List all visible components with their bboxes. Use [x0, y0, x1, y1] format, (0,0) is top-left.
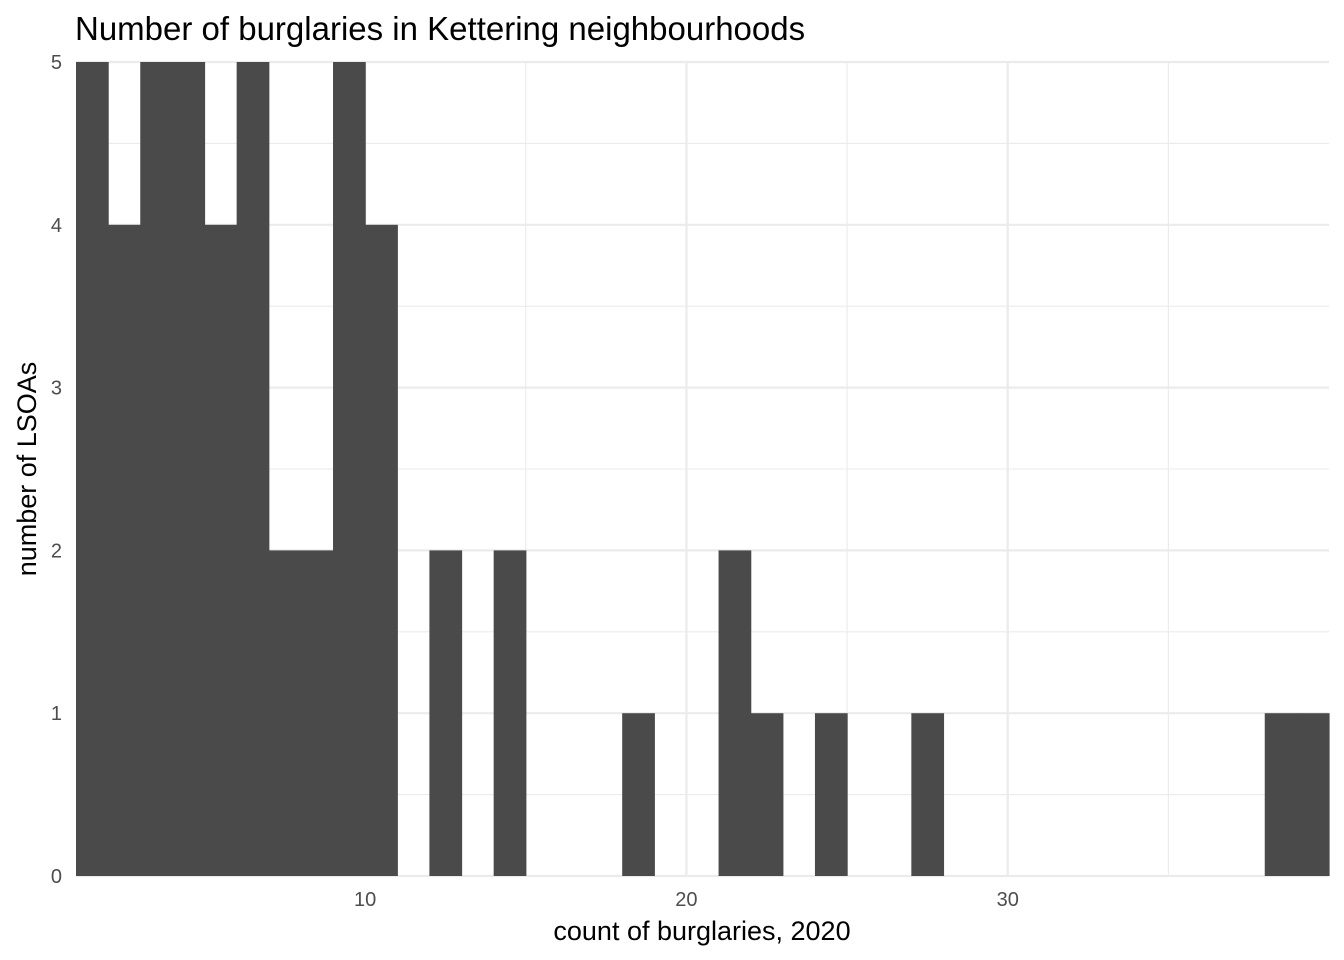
x-axis-title: count of burglaries, 2020 [553, 916, 850, 946]
histogram-bar [236, 62, 270, 876]
histogram-bar [172, 62, 206, 876]
y-tick-label: 1 [51, 703, 62, 725]
histogram-bar [268, 550, 302, 876]
histogram-bar [718, 550, 752, 876]
chart-title: Number of burglaries in Kettering neighb… [75, 10, 805, 47]
histogram-bar [365, 224, 398, 877]
x-tick-label: 30 [997, 889, 1019, 911]
histogram-bar [140, 62, 173, 876]
y-tick-label: 5 [51, 52, 62, 74]
grid-lines [76, 60, 1329, 878]
histogram-bar [300, 550, 334, 876]
histogram-bar [76, 62, 109, 876]
histogram-bar [429, 550, 463, 876]
histogram-bar [911, 713, 945, 876]
y-axis-tick-labels: 0 1 2 3 4 5 [51, 52, 62, 888]
x-axis-tick-labels: 10 20 30 [354, 889, 1019, 911]
y-tick-label: 3 [51, 378, 62, 400]
y-tick-label: 0 [51, 866, 62, 888]
x-tick-label: 20 [675, 889, 697, 911]
x-tick-label: 10 [354, 889, 376, 911]
histogram-bar [493, 550, 527, 876]
y-tick-label: 2 [51, 540, 62, 562]
histogram-bar [108, 224, 141, 877]
histogram-bar [1264, 713, 1298, 876]
histogram-bar [204, 224, 238, 877]
y-axis-title: number of LSOAs [12, 362, 42, 577]
histogram-bar [814, 713, 848, 876]
histogram-bar [622, 713, 655, 876]
histogram-bars [76, 62, 1330, 877]
histogram-bar [333, 62, 366, 876]
histogram-bar [1296, 713, 1330, 876]
y-tick-label: 4 [51, 215, 62, 237]
histogram-bar [750, 713, 784, 876]
